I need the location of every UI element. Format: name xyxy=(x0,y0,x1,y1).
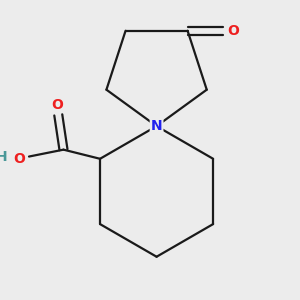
Text: N: N xyxy=(151,119,162,133)
Text: O: O xyxy=(13,152,25,166)
Text: O: O xyxy=(51,98,63,112)
Text: O: O xyxy=(227,24,239,38)
Text: H: H xyxy=(0,150,7,164)
